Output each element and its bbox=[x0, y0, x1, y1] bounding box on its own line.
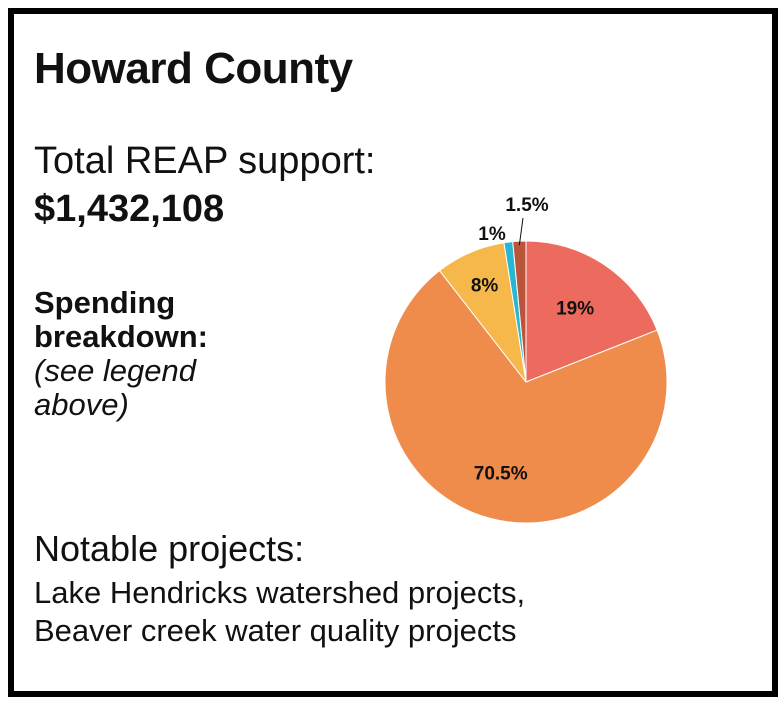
slice-70-5 bbox=[384, 269, 668, 524]
pie-slices bbox=[384, 240, 668, 524]
support-value: $1,432,108 bbox=[34, 188, 225, 230]
breakdown-label-line2: breakdown: bbox=[34, 319, 208, 354]
project-line-2: Beaver creek water quality projects bbox=[34, 613, 517, 648]
slice-70-5-label: 70.5% bbox=[474, 463, 528, 484]
support-label: Total REAP support: bbox=[34, 140, 376, 182]
slice-1-label: 1% bbox=[478, 224, 506, 245]
slice-1-5-label: 1.5% bbox=[505, 195, 548, 216]
breakdown-label-line1: Spending bbox=[34, 285, 176, 320]
projects-list: Lake Hendricks watershed projects, Beave… bbox=[34, 574, 525, 650]
slice-1-5 bbox=[512, 240, 527, 383]
slice-19-label: 19% bbox=[556, 299, 594, 320]
breakdown-note-line1: (see legend bbox=[34, 353, 197, 388]
breakdown-note-line2: above) bbox=[34, 387, 129, 422]
slice-8-label: 8% bbox=[471, 275, 499, 296]
projects-label: Notable projects: bbox=[34, 528, 305, 569]
slice-1-5-leader bbox=[518, 217, 524, 246]
project-line-1: Lake Hendricks watershed projects, bbox=[34, 575, 526, 610]
breakdown-section: Spending breakdown: (see legend above) bbox=[34, 286, 208, 422]
county-title: Howard County bbox=[34, 44, 353, 93]
slice-19 bbox=[525, 240, 658, 383]
pie-labels: 19% 70.5% 8% 1% 1.5% bbox=[471, 195, 594, 484]
